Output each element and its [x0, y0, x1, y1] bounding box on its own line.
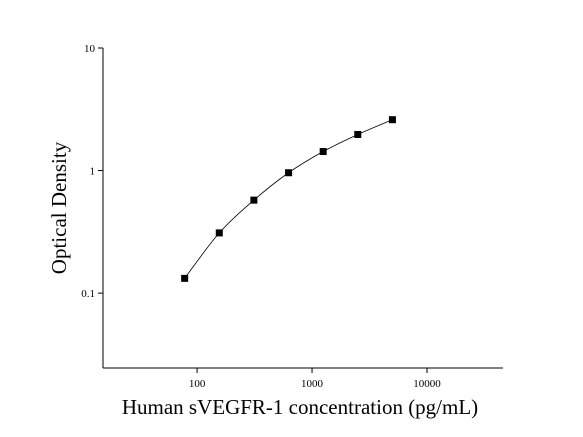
x-axis-title: Human sVEGFR-1 concentration (pg/mL) — [122, 395, 478, 419]
data-point — [354, 130, 362, 138]
data-point — [215, 229, 223, 237]
y-axis-title: Optical Density — [47, 141, 71, 274]
x-tick-label: 1000 — [301, 378, 324, 390]
data-point — [181, 274, 189, 282]
data-point — [250, 196, 258, 204]
y-tick-label: 0.1 — [81, 288, 95, 300]
x-tick-label: 100 — [189, 378, 206, 390]
y-tick-label: 10 — [84, 43, 96, 55]
y-tick-label: 1 — [90, 166, 96, 178]
data-point — [388, 116, 396, 124]
data-point — [319, 148, 327, 156]
fit-curve — [184, 119, 393, 279]
x-tick-label: 10000 — [413, 378, 441, 390]
data-point — [285, 169, 293, 177]
